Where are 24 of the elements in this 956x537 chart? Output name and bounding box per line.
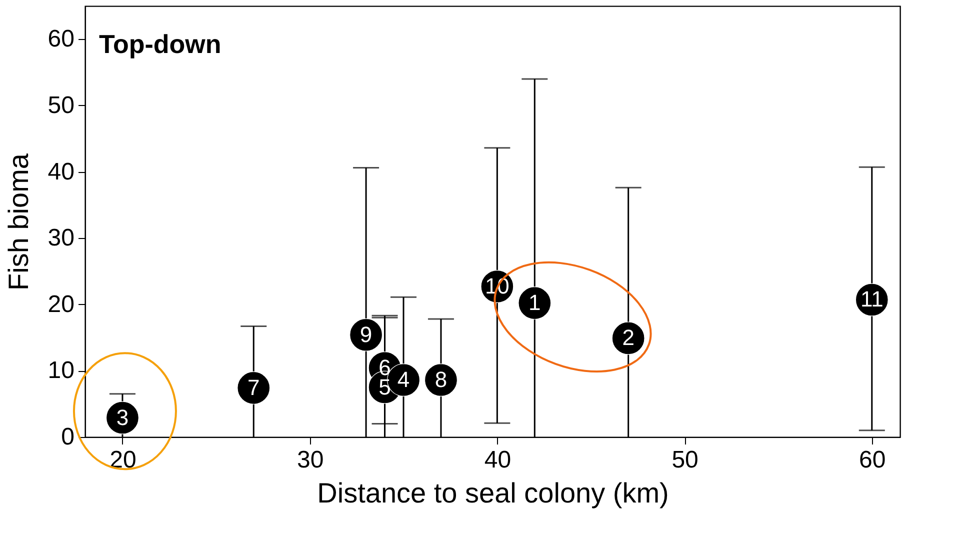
annotation: 3 bbox=[116, 404, 129, 430]
y-axis-title: Fish bioma bbox=[2, 153, 34, 290]
annotation: 2 bbox=[622, 325, 634, 350]
y-tick-label: 20 bbox=[48, 290, 74, 318]
y-tick-label: 30 bbox=[48, 224, 74, 252]
x-tick-label: 30 bbox=[296, 446, 324, 474]
annotation: 8 bbox=[434, 366, 448, 392]
y-tick-label: 50 bbox=[48, 92, 74, 119]
annotation: 5 bbox=[378, 374, 391, 400]
annotation: 7 bbox=[247, 374, 260, 400]
text: Top-down bbox=[99, 29, 222, 59]
annotation: 11 bbox=[860, 286, 884, 312]
y-tick-label: 0 bbox=[61, 424, 74, 450]
x-axis-title: Distance to seal colony (km) bbox=[317, 478, 669, 508]
y-tick-label: 60 bbox=[48, 26, 74, 53]
annotation: 9 bbox=[360, 322, 372, 347]
x-tick-label: 60 bbox=[859, 446, 886, 474]
annotation: 1 bbox=[528, 290, 541, 316]
x-tick-label: 20 bbox=[110, 446, 136, 474]
annotation: 4 bbox=[397, 366, 410, 392]
x-tick-label: 40 bbox=[484, 446, 512, 474]
y-tick-label: 40 bbox=[48, 158, 74, 186]
y-tick-label: 10 bbox=[48, 357, 74, 384]
x-tick-label: 50 bbox=[672, 446, 698, 474]
